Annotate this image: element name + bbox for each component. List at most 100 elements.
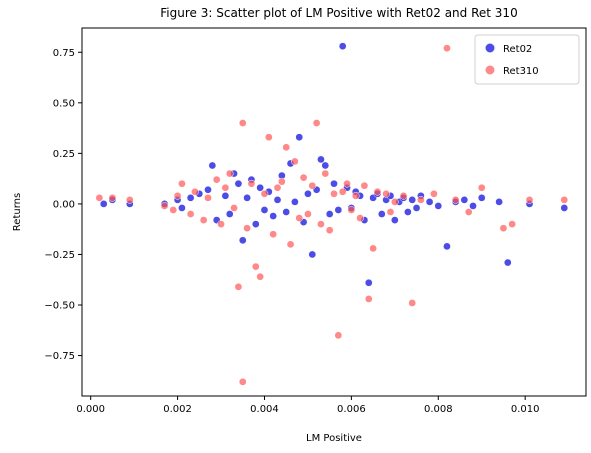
scatter-point [273,183,282,192]
legend-marker-ret310 [485,65,495,75]
scatter-point [317,155,325,164]
scatter-point [260,189,269,198]
x-tick-label: 0.000 [76,404,105,415]
scatter-point [460,196,469,204]
scatter-point [191,187,199,196]
scatter-point [256,272,264,281]
scatter-point [308,250,317,259]
y-tick-label: −0.75 [44,351,75,362]
scatter-point [430,189,438,198]
scatter-point [560,204,569,212]
scatter-point [356,214,364,222]
scatter-point [295,133,304,142]
scatter-point [495,198,503,206]
scatter-point [369,244,377,253]
scatter-point [464,208,473,216]
x-tick-label: 0.002 [163,404,192,415]
scatter-point [243,224,251,233]
scatter-point [499,224,508,233]
scatter-point [225,169,234,178]
scatter-point [373,187,382,196]
scatter-point [382,189,390,198]
scatter-point [312,119,321,127]
scatter-point [295,214,304,222]
scatter-point [425,198,434,206]
scatter-point [186,210,195,218]
scatter-point [317,220,325,228]
scatter-point [412,204,421,212]
scatter-point [477,193,486,202]
scatter-point [269,212,278,220]
scatter-point [404,208,412,216]
scatter-point [477,183,486,192]
scatter-point [347,206,356,214]
scatter-point [330,189,338,198]
scatter-point [338,42,347,51]
scatter-point [304,189,312,198]
scatter-point [390,216,399,224]
scatter-point [178,204,186,212]
scatter-point [204,193,212,202]
scatter-point [208,161,217,170]
scatter-point [256,183,264,192]
scatter-point [364,278,373,287]
scatter-point [243,193,251,202]
scatter-point [308,181,317,190]
scatter-point [291,157,299,166]
scatter-point [343,179,351,188]
scatter-point [334,331,343,340]
y-axis-ticks: −0.75 −0.50 −0.25 0.00 0.25 0.50 0.75 [44,48,82,362]
scatter-point [234,282,243,291]
scatter-points [95,42,569,386]
scatter-point [286,240,295,249]
scatter-point [125,196,134,204]
scatter-point [325,210,334,218]
scatter-point [199,216,208,224]
scatter-point [325,226,334,235]
scatter-point [364,295,373,303]
scatter-point [264,133,273,142]
legend: Ret02 Ret310 [474,34,580,85]
scatter-point [234,179,243,188]
scatter-point [408,299,417,307]
scatter-point [186,193,195,202]
scatter-point [173,191,182,200]
scatter-point [238,377,247,386]
scatter-point [291,198,299,206]
scatter-point [169,206,178,214]
scatter-point [434,202,443,210]
scatter-point [503,258,512,267]
scatter-point [225,210,234,218]
x-tick-label: 0.008 [424,404,453,415]
scatter-point [221,191,230,200]
scatter-point [443,242,451,251]
scatter-point [273,196,282,204]
y-axis-label: Returns [12,193,23,231]
scatter-point [278,177,286,186]
scatter-point [443,44,451,53]
y-tick-label: 0.25 [53,149,75,160]
scatter-point [251,220,260,228]
scatter-point [178,179,186,188]
scatter-point [221,183,230,192]
legend-label-ret02: Ret02 [503,44,532,55]
scatter-point [247,179,256,188]
scatter-point [386,208,395,216]
scatter-point [251,262,260,271]
x-tick-label: 0.010 [511,404,540,415]
y-tick-label: 0.00 [53,199,75,210]
x-axis-label: LM Positive [306,433,362,444]
scatter-point [417,196,425,204]
y-tick-label: −0.50 [44,301,75,312]
y-tick-label: 0.75 [53,48,75,59]
scatter-point [282,208,291,216]
x-tick-label: 0.006 [337,404,366,415]
series-ret310 [95,44,569,386]
scatter-point [321,169,330,178]
scatter-point [304,210,312,218]
scatter-point [451,196,460,204]
scatter-point [238,236,247,245]
scatter-point [269,230,278,239]
scatter-point [230,204,238,212]
scatter-point [560,196,569,204]
